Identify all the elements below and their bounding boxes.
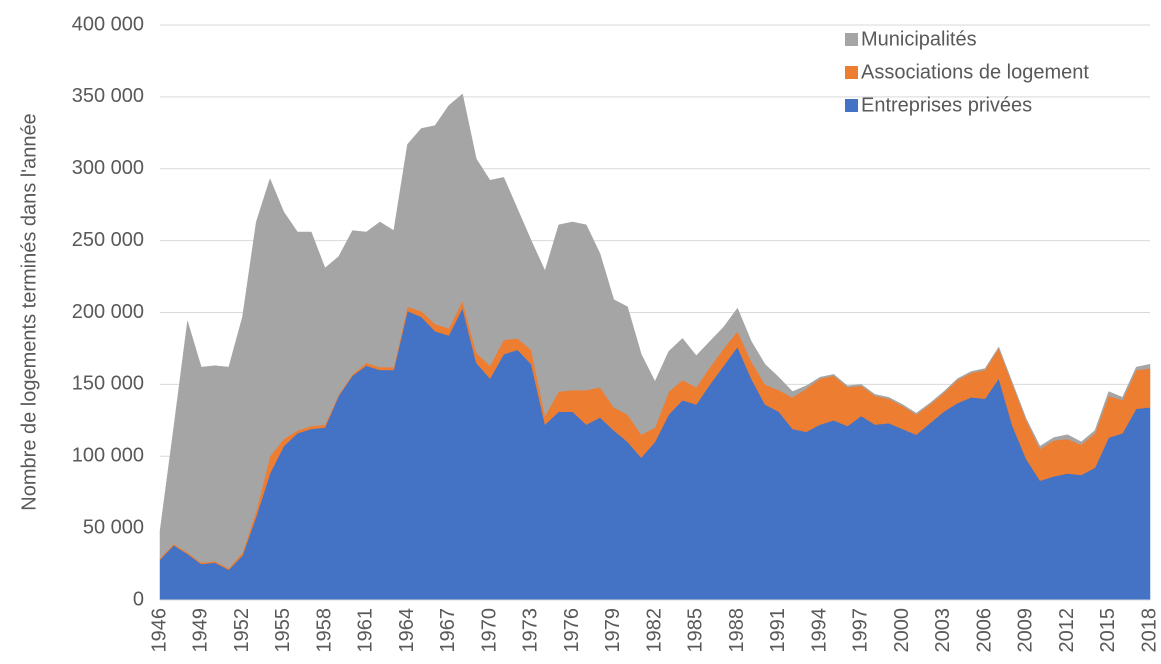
legend-label: Associations de logement <box>861 61 1089 83</box>
y-tick-label: 250 000 <box>72 229 144 251</box>
x-tick-label: 1964 <box>396 608 418 653</box>
x-tick-label: 2009 <box>1015 608 1037 653</box>
x-tick-label: 1997 <box>850 608 872 653</box>
y-tick-label: 200 000 <box>72 301 144 323</box>
x-tick-label: 1985 <box>685 608 707 653</box>
y-axis-title: Nombre de logements terminés dans l'anné… <box>18 113 40 510</box>
legend-swatch <box>845 33 858 46</box>
y-tick-label: 50 000 <box>83 516 144 538</box>
x-tick-label: 1952 <box>231 608 253 653</box>
y-tick-label: 100 000 <box>72 445 144 467</box>
x-tick-label: 1970 <box>478 608 500 653</box>
x-tick-label: 1955 <box>272 608 294 653</box>
x-tick-label: 1976 <box>561 608 583 653</box>
x-tick-label: 2003 <box>932 608 954 653</box>
x-tick-label: 1946 <box>148 608 170 653</box>
x-tick-label: 2018 <box>1138 608 1160 653</box>
x-tick-label: 1961 <box>355 608 377 653</box>
x-tick-label: 1949 <box>190 608 212 653</box>
legend-label: Municipalités <box>861 28 977 50</box>
y-tick-label: 0 <box>133 588 144 610</box>
legend-label: Entreprises privées <box>861 94 1032 116</box>
x-tick-label: 1958 <box>313 608 335 653</box>
x-tick-label: 1973 <box>520 608 542 653</box>
x-tick-label: 2000 <box>891 608 913 653</box>
x-tick-label: 1988 <box>726 608 748 653</box>
y-tick-label: 150 000 <box>72 373 144 395</box>
x-tick-label: 2006 <box>973 608 995 653</box>
area <box>159 93 1151 569</box>
x-tick-label: 1994 <box>808 608 830 653</box>
y-tick-label: 300 000 <box>72 157 144 179</box>
x-tick-label: 2015 <box>1097 608 1119 653</box>
x-tick-label: 1979 <box>602 608 624 653</box>
y-tick-label: 350 000 <box>72 85 144 107</box>
x-tick-label: 1967 <box>437 608 459 653</box>
legend-swatch <box>845 66 858 79</box>
legend-swatch <box>845 99 858 112</box>
x-tick-label: 1991 <box>767 608 789 653</box>
x-tick-label: 1982 <box>643 608 665 653</box>
y-tick-label: 400 000 <box>72 13 144 35</box>
x-tick-label: 2012 <box>1056 608 1078 653</box>
